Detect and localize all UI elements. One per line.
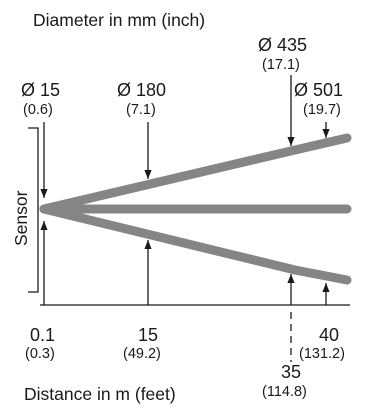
distance-label-1: 0.1	[30, 325, 55, 345]
diameter-sub-1: (0.6)	[23, 102, 53, 118]
diameter-label-1: Ø 15	[21, 80, 60, 100]
distance-axis-title: Distance in m (feet)	[24, 384, 176, 404]
diameter-label-2: Ø 180	[117, 80, 166, 100]
beam-lower-edge	[39, 204, 352, 285]
diameter-sub-4: (19.7)	[303, 102, 341, 118]
sensor-label: Sensor	[11, 190, 31, 246]
distance-sub-2: (49.2)	[123, 346, 161, 362]
distance-sub-3: (114.8)	[262, 384, 307, 400]
sensor-bracket	[28, 127, 39, 293]
distance-sub-4: (131.2)	[299, 346, 345, 362]
diameter-label-3: Ø 435	[258, 35, 307, 55]
diameter-label-4: Ø 501	[294, 80, 343, 100]
distance-label-3: 35	[281, 362, 301, 382]
diameter-axis-title: Diameter in mm (inch)	[33, 10, 205, 30]
distance-sub-1: (0.3)	[25, 346, 55, 362]
diameter-sub-2: (7.1)	[126, 102, 156, 118]
diameter-sub-3: (17.1)	[262, 57, 300, 73]
beam-upper-edge	[39, 133, 352, 214]
distance-label-2: 15	[138, 325, 158, 345]
distance-label-4: 40	[319, 325, 339, 345]
